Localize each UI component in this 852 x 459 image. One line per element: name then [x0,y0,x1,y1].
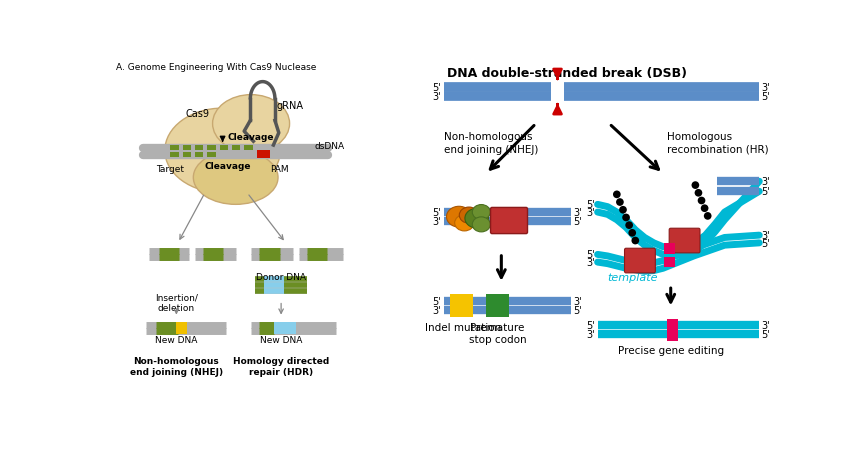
Bar [176,323,187,328]
FancyBboxPatch shape [450,303,473,317]
Bar [182,153,191,158]
Bar [170,153,179,158]
FancyBboxPatch shape [664,257,675,268]
Bar [257,151,269,159]
Ellipse shape [472,218,490,232]
Text: Target: Target [157,165,184,174]
Circle shape [700,205,709,213]
Text: 5': 5' [433,207,441,218]
Text: Indel mutation: Indel mutation [424,323,501,332]
FancyBboxPatch shape [450,294,473,308]
Text: 5': 5' [586,200,596,210]
Text: 3': 3' [587,207,596,218]
Text: 5': 5' [762,92,770,101]
Text: 3': 3' [762,320,770,330]
FancyBboxPatch shape [486,303,509,317]
Text: 5': 5' [433,83,441,93]
Text: PAM: PAM [270,165,289,174]
Text: Homologous
recombination (HR): Homologous recombination (HR) [667,132,769,154]
Circle shape [694,190,702,197]
Bar [274,323,296,328]
Bar [232,146,240,151]
Ellipse shape [455,215,474,231]
Circle shape [619,207,627,214]
Ellipse shape [472,205,490,220]
Bar [176,329,187,334]
Circle shape [629,230,636,237]
Ellipse shape [459,207,479,224]
FancyBboxPatch shape [486,294,509,308]
Text: 5': 5' [573,217,582,227]
Text: 5': 5' [433,296,441,306]
Text: Non-homologous
end joining (NHEJ): Non-homologous end joining (NHEJ) [444,132,538,154]
Text: Homology directed
repair (HDR): Homology directed repair (HDR) [233,356,329,376]
Text: Donor DNA: Donor DNA [256,273,306,281]
Ellipse shape [446,207,471,228]
Ellipse shape [164,109,280,193]
Text: 5': 5' [762,187,770,197]
Text: Premature
stop codon: Premature stop codon [469,323,527,344]
Bar [220,146,228,151]
Text: dsDNA: dsDNA [314,142,344,151]
Text: template: template [607,273,658,283]
Text: gRNA: gRNA [277,101,303,111]
Text: 3': 3' [762,230,770,241]
Ellipse shape [465,209,488,229]
Text: 5': 5' [586,250,596,260]
Text: 3': 3' [433,217,441,227]
Ellipse shape [213,95,290,153]
Ellipse shape [193,151,278,205]
Bar [170,146,179,151]
Bar [207,146,216,151]
Text: DNA double-stranded break (DSB): DNA double-stranded break (DSB) [446,67,687,79]
Text: Cleavage: Cleavage [204,161,251,170]
Text: Cas9: Cas9 [186,109,210,118]
Text: 3': 3' [587,257,596,268]
Circle shape [631,237,639,245]
Text: 3': 3' [587,330,596,340]
Text: 5': 5' [762,330,770,340]
Text: Non-homologous
end joining (NHEJ): Non-homologous end joining (NHEJ) [130,356,223,376]
Text: 5': 5' [586,320,596,330]
Circle shape [613,191,620,199]
FancyBboxPatch shape [667,329,677,341]
FancyBboxPatch shape [667,319,677,332]
FancyBboxPatch shape [625,249,655,273]
FancyBboxPatch shape [669,229,700,253]
Circle shape [698,197,705,205]
Circle shape [622,214,630,222]
Circle shape [692,182,699,190]
FancyBboxPatch shape [491,208,527,234]
Circle shape [704,213,711,220]
Bar [195,146,204,151]
Text: 3': 3' [762,83,770,93]
Text: Insertion/
deletion: Insertion/ deletion [155,293,198,313]
Text: 3': 3' [433,92,441,101]
Text: 5': 5' [573,305,582,315]
Text: 3': 3' [433,305,441,315]
FancyBboxPatch shape [664,243,675,254]
Bar [182,146,191,151]
Text: A. Genome Engineering With Cas9 Nuclease: A. Genome Engineering With Cas9 Nuclease [117,63,317,72]
Text: 3': 3' [762,177,770,187]
Text: Precise gene editing: Precise gene editing [618,346,724,355]
Bar [207,153,216,158]
Bar [195,153,204,158]
Text: New DNA: New DNA [155,336,198,344]
Circle shape [616,199,624,207]
Bar [245,146,253,151]
Text: 5': 5' [762,238,770,248]
Circle shape [625,222,633,230]
Text: Cleavage: Cleavage [227,133,273,142]
Text: 3': 3' [573,207,582,218]
Text: 3': 3' [573,296,582,306]
Bar [274,329,296,334]
Text: New DNA: New DNA [260,336,302,344]
